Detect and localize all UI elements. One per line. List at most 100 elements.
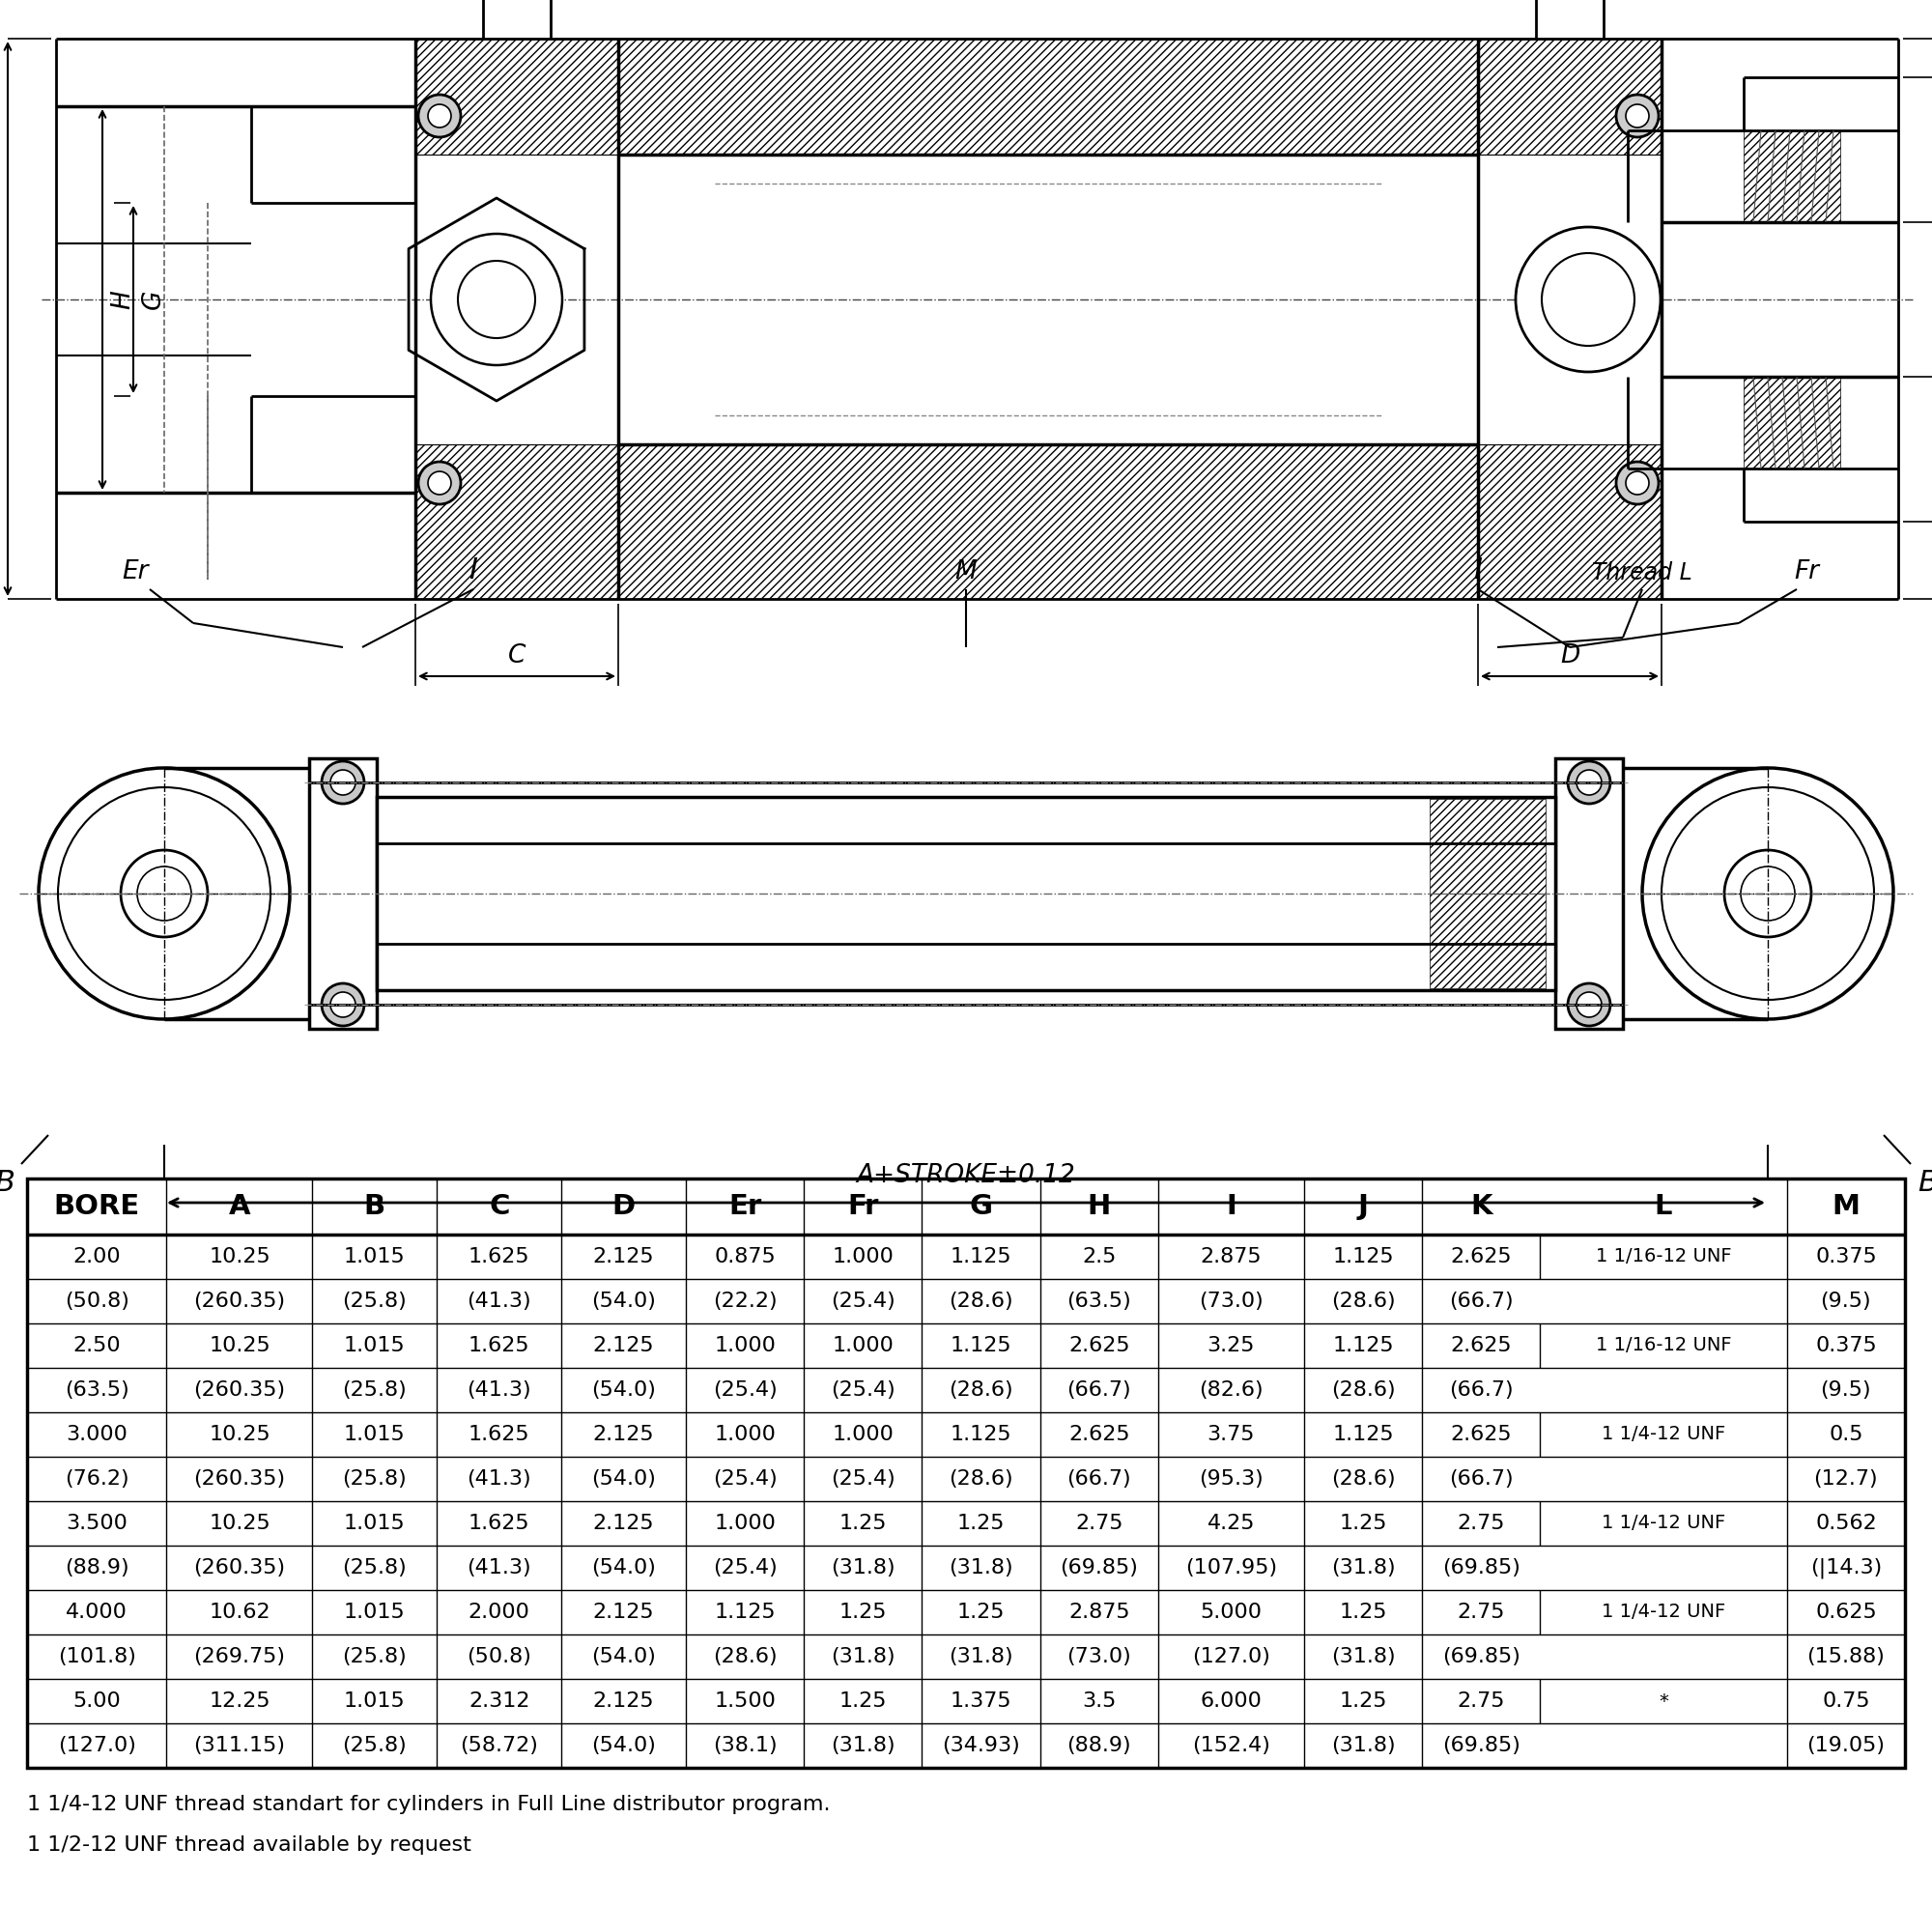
- Circle shape: [1627, 471, 1650, 495]
- Bar: [1430, 800, 1546, 893]
- Text: J: J: [1358, 1192, 1368, 1221]
- Text: 4.25: 4.25: [1208, 1515, 1256, 1534]
- Text: (|14.3): (|14.3): [1810, 1557, 1882, 1578]
- Circle shape: [1615, 462, 1658, 504]
- Text: (31.8): (31.8): [831, 1557, 895, 1577]
- Text: (31.8): (31.8): [831, 1735, 895, 1754]
- Text: 10.25: 10.25: [209, 1337, 270, 1356]
- Text: 1 1/4-12 UNF: 1 1/4-12 UNF: [1602, 1515, 1725, 1532]
- Text: (54.0): (54.0): [591, 1735, 657, 1754]
- Bar: [1430, 893, 1546, 989]
- Circle shape: [1662, 788, 1874, 1001]
- Bar: [1743, 131, 1839, 222]
- Bar: [1478, 444, 1662, 599]
- Text: (25.8): (25.8): [342, 1735, 408, 1754]
- Text: (76.2): (76.2): [64, 1468, 129, 1488]
- Text: 1.25: 1.25: [1339, 1604, 1387, 1623]
- Text: (54.0): (54.0): [591, 1291, 657, 1310]
- Text: (127.0): (127.0): [1192, 1646, 1269, 1665]
- Text: 1.125: 1.125: [951, 1337, 1012, 1356]
- Text: 1.015: 1.015: [344, 1337, 406, 1356]
- Text: (31.8): (31.8): [831, 1646, 895, 1665]
- Text: 2.625: 2.625: [1068, 1337, 1130, 1356]
- Text: (95.3): (95.3): [1200, 1468, 1264, 1488]
- Text: 1.125: 1.125: [1333, 1426, 1393, 1445]
- Text: (41.3): (41.3): [468, 1557, 531, 1577]
- Text: A: A: [228, 1192, 251, 1221]
- Circle shape: [417, 462, 462, 504]
- Text: (63.5): (63.5): [64, 1379, 129, 1399]
- Circle shape: [1577, 993, 1602, 1016]
- Text: 1.500: 1.500: [715, 1692, 777, 1712]
- Text: 1.000: 1.000: [833, 1248, 895, 1267]
- Text: (12.7): (12.7): [1814, 1468, 1878, 1488]
- Text: H: H: [110, 290, 135, 309]
- Text: I: I: [469, 556, 477, 583]
- Text: C: C: [508, 643, 526, 668]
- Bar: [309, 757, 377, 1028]
- Circle shape: [1642, 767, 1893, 1020]
- Text: (31.8): (31.8): [949, 1557, 1012, 1577]
- Text: (25.8): (25.8): [342, 1468, 408, 1488]
- Text: 2.625: 2.625: [1451, 1426, 1513, 1445]
- Text: (66.7): (66.7): [1449, 1379, 1513, 1399]
- Text: (41.3): (41.3): [468, 1468, 531, 1488]
- Text: (25.8): (25.8): [342, 1291, 408, 1310]
- Text: (28.6): (28.6): [949, 1468, 1012, 1488]
- Text: 12.25: 12.25: [209, 1692, 270, 1712]
- Circle shape: [1741, 866, 1795, 922]
- Text: (34.93): (34.93): [943, 1735, 1020, 1754]
- Circle shape: [1569, 761, 1611, 804]
- Text: Fr: Fr: [848, 1192, 879, 1221]
- Text: 1.25: 1.25: [956, 1604, 1005, 1623]
- Text: (31.8): (31.8): [1331, 1557, 1395, 1577]
- Text: (260.35): (260.35): [193, 1557, 286, 1577]
- Text: BORE: BORE: [54, 1192, 139, 1221]
- Text: M: M: [1832, 1192, 1861, 1221]
- Text: D: D: [1559, 643, 1580, 668]
- Text: 2.625: 2.625: [1451, 1337, 1513, 1356]
- Text: 1.25: 1.25: [838, 1692, 887, 1712]
- Text: 3.500: 3.500: [66, 1515, 128, 1534]
- Text: 1.015: 1.015: [344, 1692, 406, 1712]
- Text: (88.9): (88.9): [1066, 1735, 1132, 1754]
- Text: 1.125: 1.125: [1333, 1337, 1393, 1356]
- Text: 2.125: 2.125: [593, 1426, 655, 1445]
- Text: (25.8): (25.8): [342, 1557, 408, 1577]
- Text: B: B: [0, 1169, 15, 1196]
- Text: 3.25: 3.25: [1208, 1337, 1256, 1356]
- Text: (25.4): (25.4): [831, 1379, 895, 1399]
- Text: (152.4): (152.4): [1192, 1735, 1269, 1754]
- Text: (25.4): (25.4): [831, 1291, 895, 1310]
- Text: (66.7): (66.7): [1066, 1468, 1132, 1488]
- Text: 2.875: 2.875: [1200, 1248, 1262, 1267]
- Text: (73.0): (73.0): [1066, 1646, 1132, 1665]
- Text: 3.000: 3.000: [66, 1426, 128, 1445]
- Text: (63.5): (63.5): [1066, 1291, 1132, 1310]
- Text: 2.125: 2.125: [593, 1692, 655, 1712]
- Text: 1.000: 1.000: [715, 1426, 777, 1445]
- Text: (269.75): (269.75): [193, 1646, 286, 1665]
- Text: (101.8): (101.8): [58, 1646, 135, 1665]
- Text: (25.4): (25.4): [713, 1379, 777, 1399]
- Text: (28.6): (28.6): [1331, 1468, 1395, 1488]
- Text: (260.35): (260.35): [193, 1468, 286, 1488]
- Text: 2.75: 2.75: [1074, 1515, 1122, 1534]
- Text: (82.6): (82.6): [1200, 1379, 1264, 1399]
- Text: 1.000: 1.000: [715, 1337, 777, 1356]
- Text: (28.6): (28.6): [949, 1291, 1012, 1310]
- Bar: [1559, 270, 1617, 328]
- Text: 2.000: 2.000: [468, 1604, 529, 1623]
- Circle shape: [429, 471, 452, 495]
- Text: (25.4): (25.4): [713, 1557, 777, 1577]
- Text: 5.00: 5.00: [73, 1692, 122, 1712]
- Circle shape: [1577, 769, 1602, 796]
- Text: G: G: [970, 1192, 993, 1221]
- Text: 4.000: 4.000: [66, 1604, 128, 1623]
- Circle shape: [417, 95, 462, 137]
- Text: 1.125: 1.125: [951, 1248, 1012, 1267]
- Text: 2.75: 2.75: [1457, 1604, 1505, 1623]
- Text: M: M: [954, 560, 978, 583]
- Circle shape: [321, 983, 363, 1026]
- Text: 2.875: 2.875: [1068, 1604, 1130, 1623]
